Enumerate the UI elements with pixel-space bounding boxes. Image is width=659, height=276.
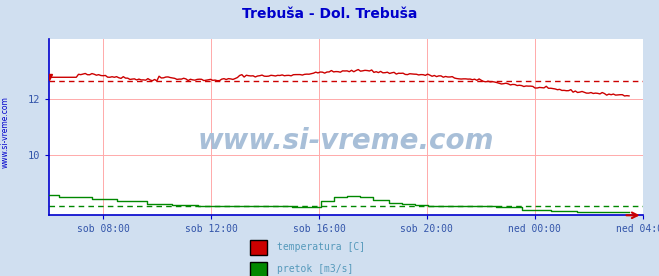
Text: www.si-vreme.com: www.si-vreme.com <box>198 127 494 155</box>
Text: pretok [m3/s]: pretok [m3/s] <box>277 264 353 274</box>
Text: Trebuša - Dol. Trebuša: Trebuša - Dol. Trebuša <box>242 7 417 21</box>
Text: www.si-vreme.com: www.si-vreme.com <box>1 97 10 168</box>
Text: temperatura [C]: temperatura [C] <box>277 242 365 252</box>
